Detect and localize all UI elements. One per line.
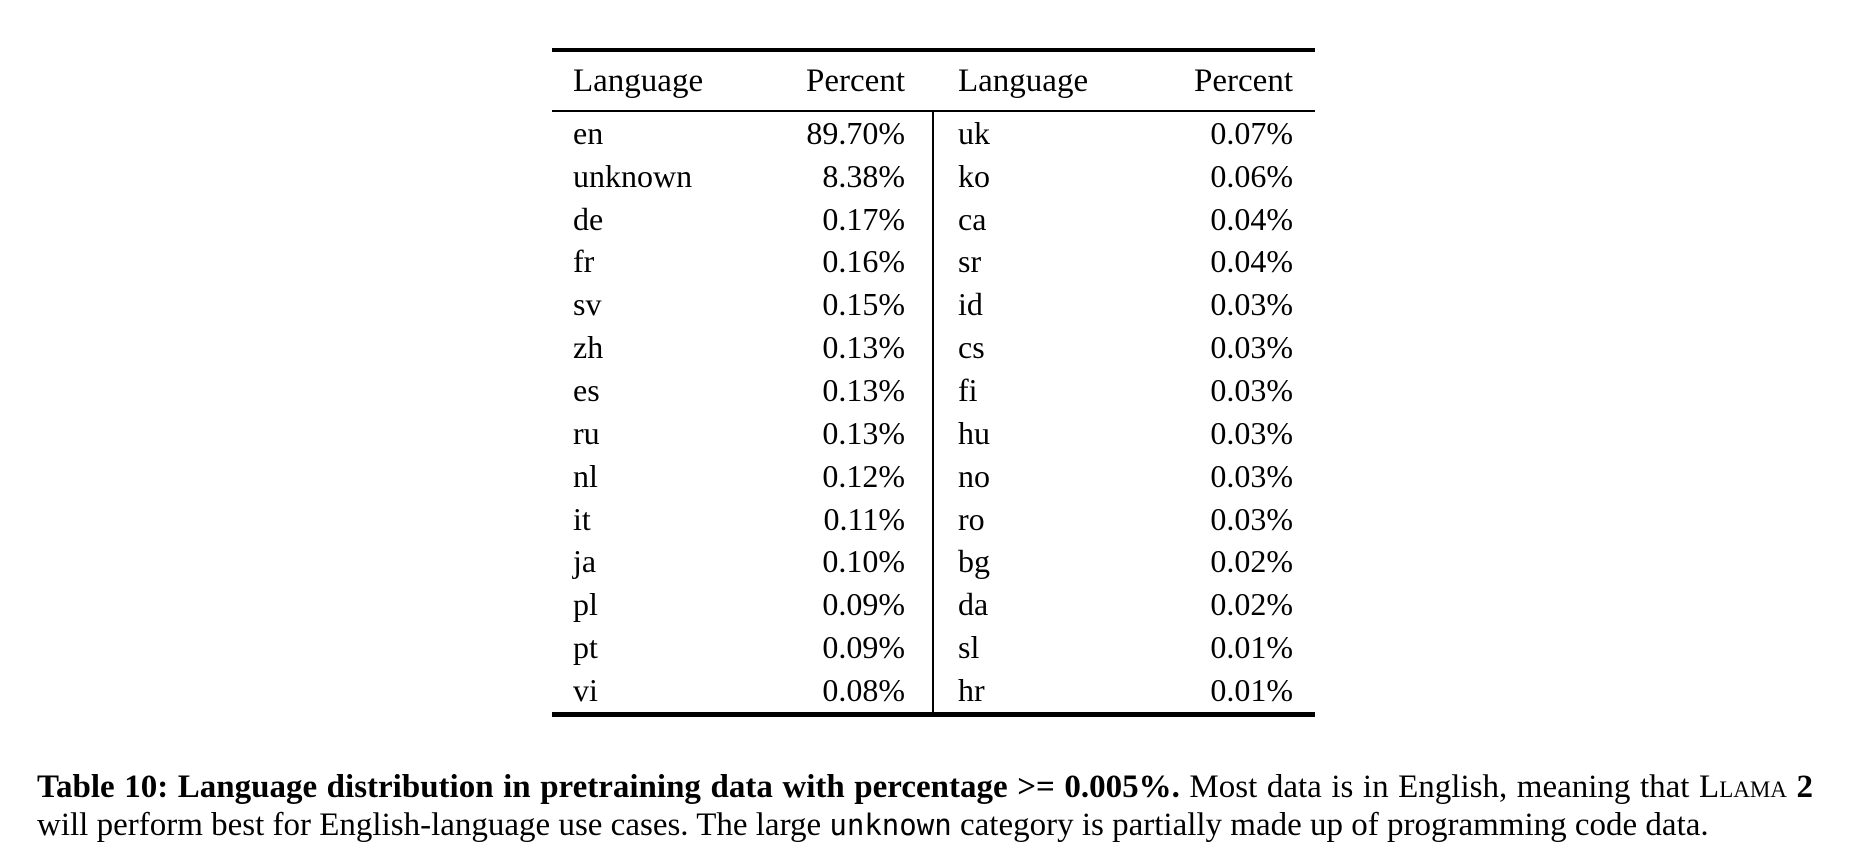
- cell-percent-2: 0.03%: [1210, 371, 1293, 408]
- table-row: sv 0.15% id 0.03%: [552, 283, 1315, 326]
- cell-language-1: nl: [573, 457, 598, 494]
- table-caption: Table 10: Language distribution in pretr…: [37, 769, 1813, 844]
- cell-language-2: hu: [958, 414, 990, 451]
- cell-percent-1: 8.38%: [822, 157, 905, 194]
- cell-percent-2: 0.03%: [1210, 457, 1293, 494]
- language-distribution-table: Language Percent Language Percent en 89.…: [552, 48, 1315, 717]
- cell-language-1: zh: [573, 329, 604, 366]
- table-row: en 89.70% uk 0.07%: [552, 112, 1315, 155]
- table-top-rule: [552, 48, 1315, 52]
- table-row: nl 0.12% no 0.03%: [552, 455, 1315, 498]
- cell-percent-2: 0.01%: [1210, 671, 1293, 708]
- table-row: unknown 8.38% ko 0.06%: [552, 155, 1315, 198]
- table-row: fr 0.16% sr 0.04%: [552, 241, 1315, 284]
- cell-percent-1: 0.08%: [822, 671, 905, 708]
- table-row: es 0.13% fi 0.03%: [552, 369, 1315, 412]
- caption-text-1: Most data is in English, meaning that: [1179, 769, 1700, 805]
- caption-title: Table 10: Language distribution in pretr…: [37, 769, 1180, 805]
- cell-language-2: cs: [958, 329, 985, 366]
- cell-percent-1: 0.11%: [823, 500, 905, 537]
- cell-percent-1: 89.70%: [806, 114, 905, 151]
- cell-language-2: uk: [958, 114, 990, 151]
- cell-language-2: sr: [958, 243, 982, 280]
- cell-percent-2: 0.04%: [1210, 200, 1293, 237]
- cell-percent-1: 0.13%: [822, 329, 905, 366]
- cell-language-1: fr: [573, 243, 595, 280]
- cell-language-1: pt: [573, 629, 598, 666]
- table-row: pl 0.09% da 0.02%: [552, 583, 1315, 626]
- table-vertical-divider: [932, 112, 934, 712]
- cell-percent-1: 0.09%: [822, 586, 905, 623]
- cell-language-1: unknown: [573, 157, 693, 194]
- header-language-2: Language: [958, 62, 1089, 99]
- header-language-1: Language: [573, 62, 704, 99]
- cell-language-2: fi: [958, 371, 978, 408]
- table-row: pt 0.09% sl 0.01%: [552, 626, 1315, 669]
- unknown-term: unknown: [829, 807, 952, 842]
- cell-percent-2: 0.02%: [1210, 543, 1293, 580]
- cell-percent-2: 0.03%: [1210, 500, 1293, 537]
- model-version: 2: [1786, 769, 1813, 805]
- cell-percent-2: 0.03%: [1210, 329, 1293, 366]
- table-row: vi 0.08% hr 0.01%: [552, 669, 1315, 712]
- cell-language-2: sl: [958, 629, 980, 666]
- cell-language-1: ja: [573, 543, 597, 580]
- cell-percent-1: 0.12%: [822, 457, 905, 494]
- cell-percent-2: 0.07%: [1210, 114, 1293, 151]
- cell-percent-1: 0.10%: [822, 543, 905, 580]
- header-percent-2: Percent: [1194, 62, 1293, 99]
- cell-percent-1: 0.13%: [822, 371, 905, 408]
- cell-percent-2: 0.03%: [1210, 414, 1293, 451]
- cell-percent-2: 0.04%: [1210, 243, 1293, 280]
- table-header-row: Language Percent Language Percent: [552, 52, 1315, 110]
- cell-language-1: it: [573, 500, 591, 537]
- cell-percent-2: 0.01%: [1210, 629, 1293, 666]
- table-bottom-rule: [552, 711, 1315, 717]
- table-row: zh 0.13% cs 0.03%: [552, 326, 1315, 369]
- table-row: it 0.11% ro 0.03%: [552, 498, 1315, 541]
- cell-language-1: ru: [573, 414, 600, 451]
- cell-language-2: ca: [958, 200, 987, 237]
- cell-language-2: bg: [958, 543, 990, 580]
- cell-percent-2: 0.06%: [1210, 157, 1293, 194]
- caption-text-2: will perform best for English-language u…: [37, 806, 830, 843]
- cell-percent-1: 0.09%: [822, 629, 905, 666]
- cell-language-2: hr: [958, 671, 985, 708]
- cell-language-1: en: [573, 114, 604, 151]
- cell-language-1: vi: [573, 671, 598, 708]
- cell-language-1: es: [573, 371, 600, 408]
- table-body: en 89.70% uk 0.07% unknown 8.38% ko 0.06…: [552, 112, 1315, 712]
- table-header-rule: [552, 110, 1315, 112]
- cell-percent-1: 0.15%: [822, 286, 905, 323]
- table-row: de 0.17% ca 0.04%: [552, 198, 1315, 241]
- cell-language-2: da: [958, 586, 989, 623]
- cell-language-2: no: [958, 457, 990, 494]
- header-percent-1: Percent: [806, 62, 905, 99]
- cell-percent-1: 0.16%: [822, 243, 905, 280]
- cell-language-2: ko: [958, 157, 990, 194]
- cell-language-1: sv: [573, 286, 602, 323]
- cell-language-2: id: [958, 286, 983, 323]
- table-row: ja 0.10% bg 0.02%: [552, 540, 1315, 583]
- cell-language-1: pl: [573, 586, 598, 623]
- model-name: Llama 2: [1699, 769, 1813, 805]
- cell-percent-2: 0.03%: [1210, 286, 1293, 323]
- cell-percent-1: 0.13%: [822, 414, 905, 451]
- cell-percent-1: 0.17%: [822, 200, 905, 237]
- caption-text-3: category is partially made up of program…: [951, 806, 1709, 843]
- cell-language-2: ro: [958, 500, 985, 537]
- cell-language-1: de: [573, 200, 604, 237]
- table-row: ru 0.13% hu 0.03%: [552, 412, 1315, 455]
- cell-percent-2: 0.02%: [1210, 586, 1293, 623]
